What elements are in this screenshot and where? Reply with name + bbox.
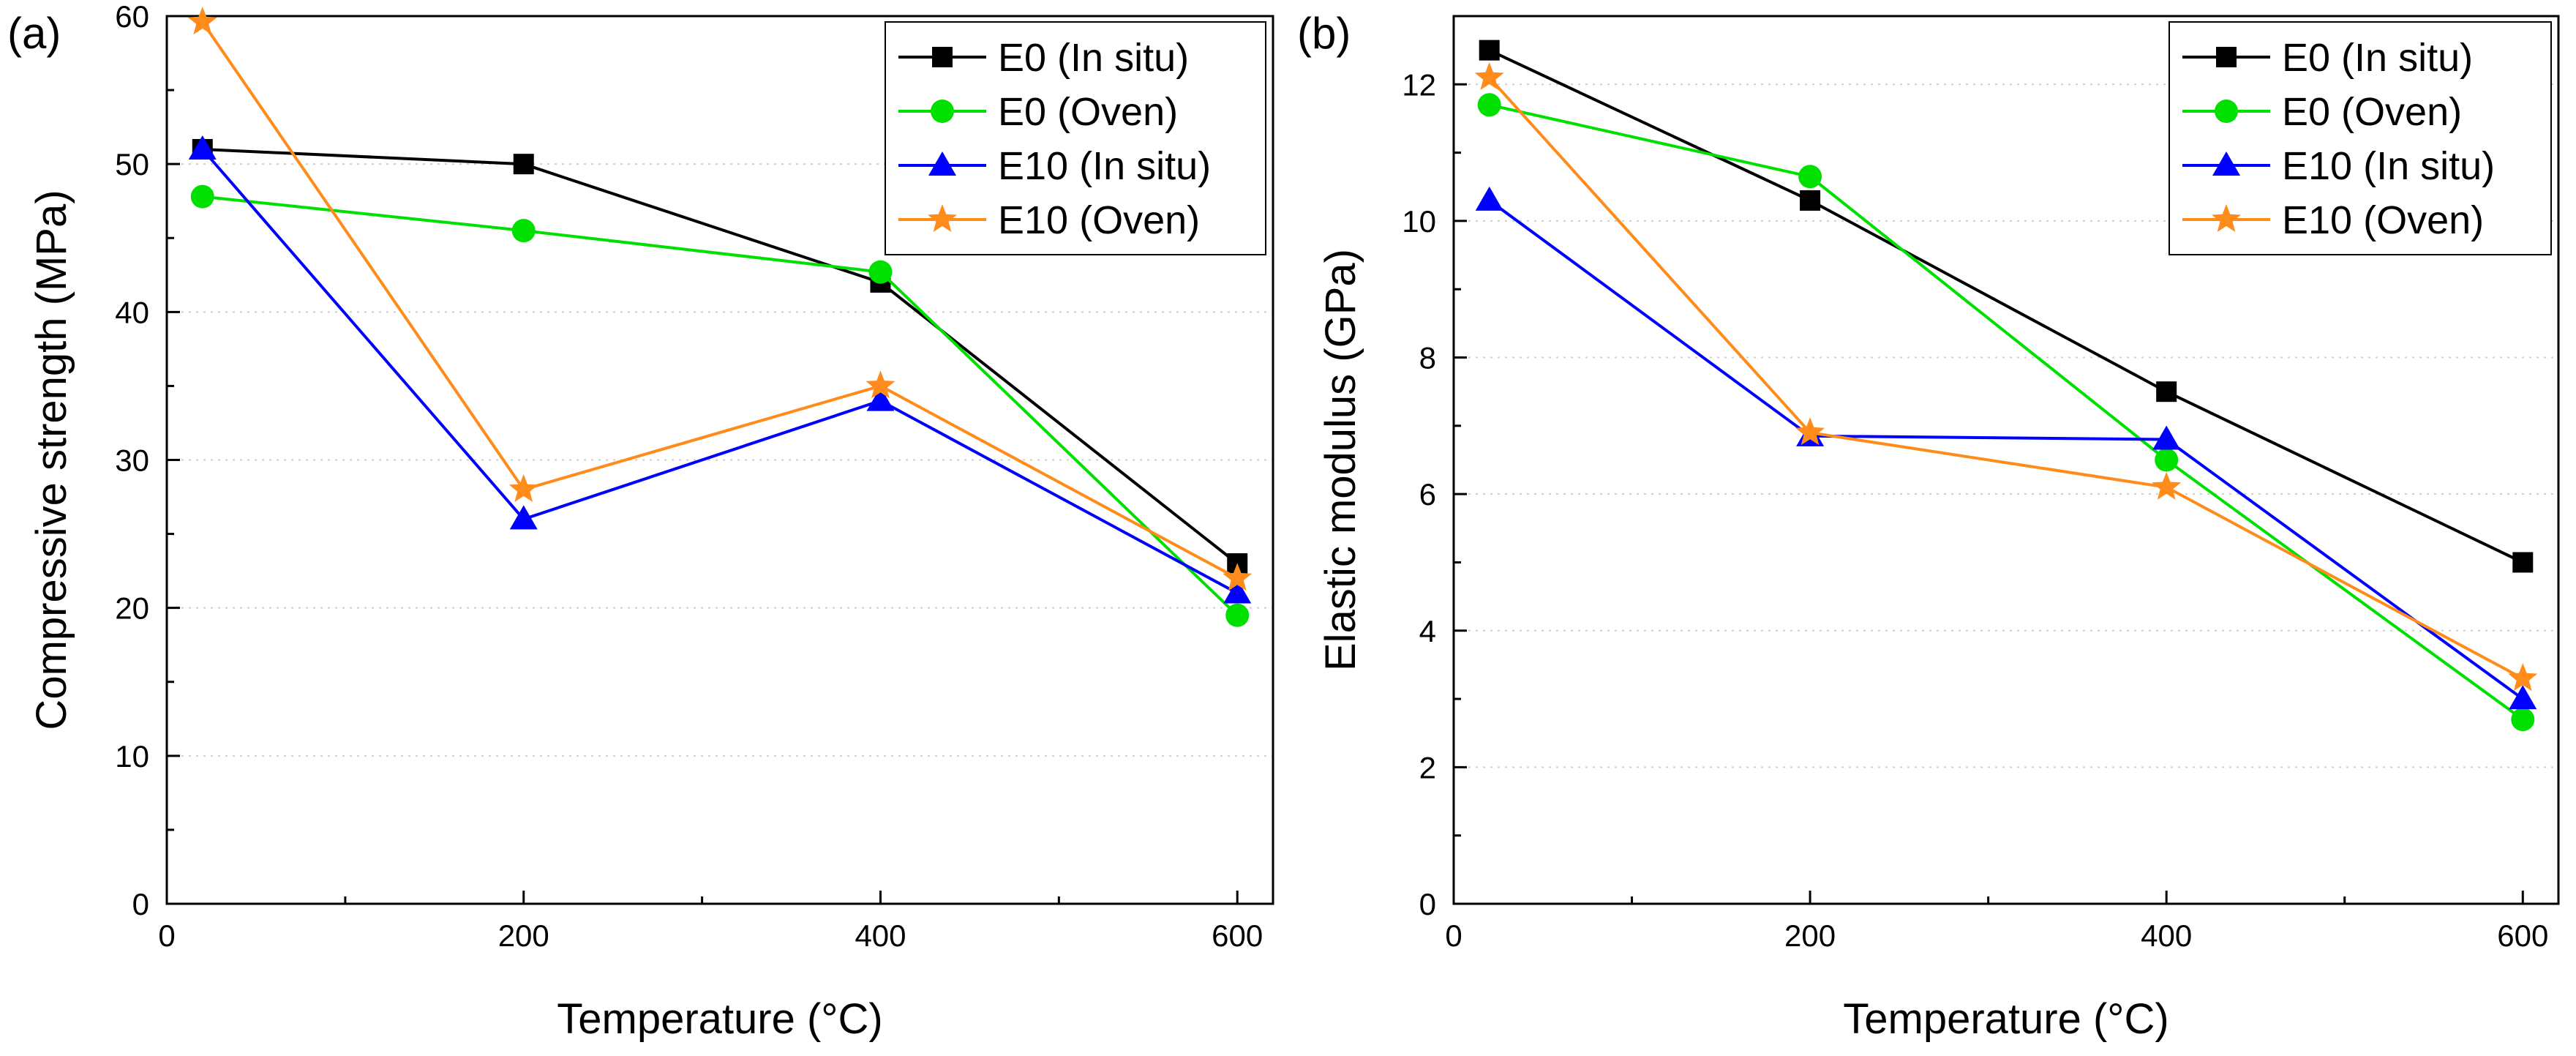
panel-a-data-point	[1225, 603, 1250, 627]
panel-b-series-2	[1477, 93, 2535, 732]
panel-b-x-tick-label: 600	[2497, 918, 2548, 953]
panel-a-y-tick-label: 60	[115, 0, 149, 34]
panel-b-data-point	[2152, 471, 2182, 500]
panel-a-legend-marker	[928, 151, 956, 176]
panel-a-data-point	[509, 505, 538, 530]
panel-b-data-point	[2152, 425, 2181, 450]
panel-a-data-point	[1223, 579, 1252, 604]
panel-a-y-tick-label: 30	[115, 443, 149, 478]
panel-b: 0 2 4 6 8 10 12 0 200 400 600 Temperature (°C) Elast…	[1297, 9, 2560, 1043]
panel-b-y-tick-label: 6	[1419, 477, 1436, 512]
panel-a-y-tick-label: 40	[115, 295, 149, 329]
panel-b-y-tick-label: 4	[1419, 614, 1436, 648]
panel-a-series-line	[201, 20, 1239, 580]
panel-a-legend-label: E0 (In situ)	[998, 36, 1189, 80]
panel-a-y-tick-label: 20	[115, 591, 149, 626]
panel-a-y-tick-label: 0	[132, 887, 149, 921]
panel-a-series-line	[202, 195, 1239, 617]
panel-b-legend-marker	[2216, 47, 2237, 67]
panel-a-x-tick-label: 200	[498, 918, 549, 953]
panel-a-series-2	[190, 184, 1250, 627]
panel-a-legend-label: E10 (In situ)	[998, 144, 1211, 188]
panel-b-legend: E0 (In situ) E0 (Oven) E10 (In situ) E10 (O…	[2168, 21, 2552, 255]
panel-b-x-tick-label: 200	[1784, 918, 1836, 953]
panel-b-series-line	[1488, 199, 2524, 700]
panel-a-legend-label: E0 (Oven)	[998, 90, 1178, 134]
panel-a-plot-frame	[165, 15, 1274, 905]
panel-a-x-tick-label: 400	[855, 918, 906, 953]
panel-a-series-line	[201, 148, 1239, 595]
panel-b-data-point	[2155, 448, 2179, 472]
panel-a-y-tick-label: 50	[115, 147, 149, 181]
panel-b-plot-frame	[1452, 15, 2560, 905]
panel-b-series-1	[1479, 40, 2534, 573]
panel-b-legend-marker	[2212, 204, 2241, 232]
panel-b-legend-marker	[2215, 100, 2238, 123]
panel-b-series-line	[1489, 103, 2524, 721]
panel-b-series-line	[1488, 48, 2524, 564]
panel-a-series-3	[188, 135, 1252, 604]
panel-b-legend-label: E10 (Oven)	[2282, 198, 2484, 242]
panel-b-data-point	[1795, 417, 1825, 446]
panel-b-legend-label: E0 (In situ)	[2282, 36, 2473, 80]
panel-b-data-point	[1477, 93, 1501, 117]
panel-b-legend-label: E0 (Oven)	[2282, 90, 2462, 134]
panel-b-legend-marker	[2212, 151, 2240, 176]
panel-a-data-point	[866, 386, 895, 411]
panel-b-data-point	[1475, 186, 1503, 211]
panel-a-data-point	[511, 219, 536, 243]
panel-a-y-axis-title: Compressive strength (MPa)	[28, 190, 75, 730]
panel-a-legend-marker	[932, 47, 953, 67]
panel-a-legend-marker	[931, 100, 954, 123]
panel-a-series-4	[187, 7, 1253, 591]
panel-b-data-point	[1800, 190, 1821, 211]
panel-a-data-point	[190, 184, 214, 209]
panel-b-x-axis-title: Temperature (°C)	[1843, 995, 2168, 1043]
panel-b-y-tick-label: 8	[1419, 341, 1436, 375]
panel-b-data-point	[1474, 62, 1504, 90]
panel-a-label: (a)	[7, 9, 61, 58]
panel-a-legend: E0 (In situ) E0 (Oven) E10 (In situ) E10 (O…	[885, 21, 1266, 255]
panel-a-data-point	[508, 473, 538, 502]
panel-b-x-tick-label: 400	[2141, 918, 2192, 953]
panel-b-data-point	[2509, 685, 2537, 710]
panel-a-data-point	[513, 154, 534, 175]
panel-b-data-point	[1798, 165, 1822, 189]
panel-b-y-tick-label: 0	[1419, 887, 1436, 921]
panel-a-x-tick-label: 0	[158, 918, 175, 953]
panel-b-data-point	[2512, 552, 2534, 573]
panel-b-y-tick-label: 12	[1402, 67, 1436, 102]
panel-a-series-line	[202, 148, 1239, 565]
panel-a-y-tick-label: 10	[115, 739, 149, 774]
panel-b-series-line	[1488, 76, 2524, 680]
panel-a-data-point	[188, 135, 217, 160]
panel-b-x-tick-label: 0	[1445, 918, 1462, 953]
panel-b-data-point	[2156, 381, 2177, 402]
panel-a-data-point	[187, 7, 217, 35]
panel-b-y-tick-label: 10	[1402, 204, 1436, 239]
panel-b-data-point	[2511, 708, 2535, 732]
panel-b-y-tick-label: 2	[1419, 750, 1436, 784]
panel-a-data-point	[868, 260, 893, 284]
panel-b-y-axis-title: Elastic modulus (GPa)	[1317, 249, 1364, 671]
panel-a-legend-label: E10 (Oven)	[998, 198, 1200, 242]
panel-a-data-point	[1223, 563, 1253, 591]
panel-a-data-point	[865, 370, 895, 399]
panel-b-legend-label: E10 (In situ)	[2282, 144, 2495, 188]
panel-b-series-4	[1474, 62, 2538, 692]
panel-a-x-tick-label: 600	[1212, 918, 1263, 953]
panel-b-data-point	[2508, 663, 2538, 692]
panel-a-x-axis-title: Temperature (°C)	[557, 995, 882, 1043]
panel-b-data-point	[1479, 40, 1500, 61]
panel-a-legend-marker	[928, 204, 957, 232]
panel-b-label: (b)	[1297, 9, 1351, 58]
